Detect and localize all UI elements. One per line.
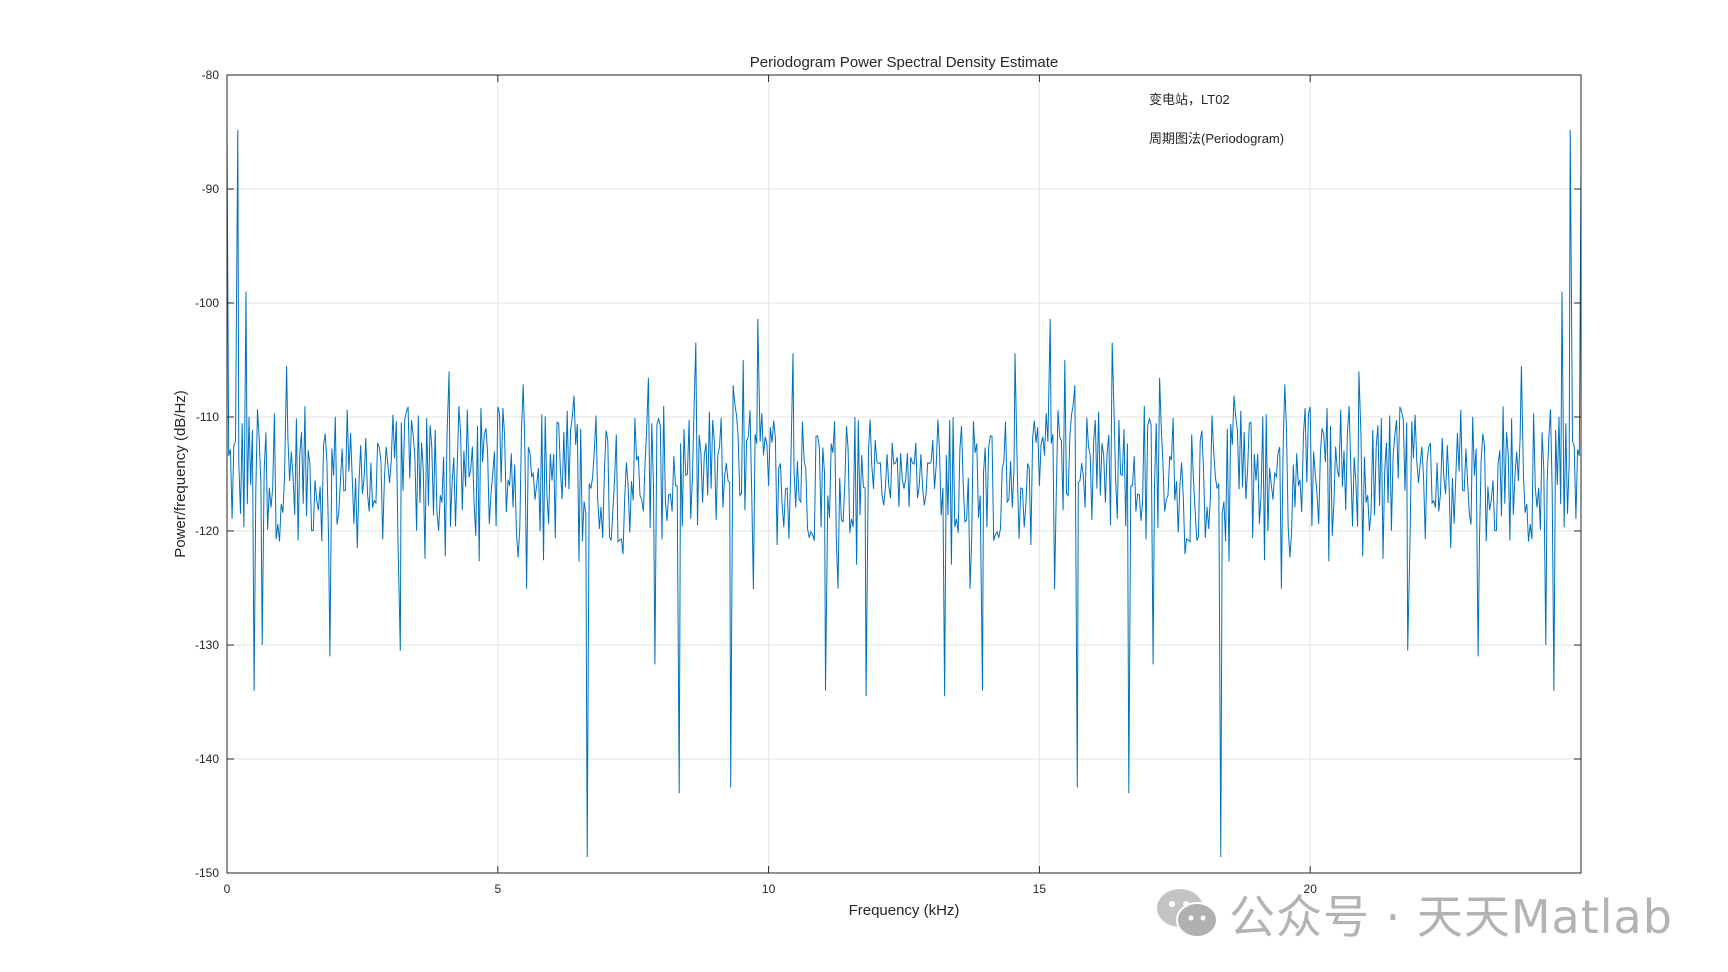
psd-line xyxy=(226,129,1582,858)
watermark-text: 公众号 · 天天Matlab xyxy=(1229,890,1673,944)
y-tick-label: -120 xyxy=(195,524,219,538)
y-tick-label: -150 xyxy=(195,866,219,880)
x-tick-label: 20 xyxy=(1304,882,1318,896)
x-axis-label: Frequency (kHz) xyxy=(849,902,960,919)
y-tick-label: -80 xyxy=(202,68,220,82)
x-tick-label: 15 xyxy=(1033,882,1047,896)
y-axis-label: Power/frequency (dB/Hz) xyxy=(172,390,189,558)
watermark: 公众号 · 天天Matlab xyxy=(1155,884,1673,944)
axis-ticks: 0 5 10 15 20 -150 -140 -130 -120 -110 -100 -90 -80 xyxy=(195,68,1581,896)
y-tick-label: -140 xyxy=(195,752,219,766)
y-tick-label: -90 xyxy=(202,182,220,196)
y-tick-label: -130 xyxy=(195,638,219,652)
x-tick-label: 10 xyxy=(762,882,776,896)
y-tick-label: -100 xyxy=(195,296,219,310)
annotation-station: 变电站，LT02 xyxy=(1149,92,1230,107)
x-tick-label: 0 xyxy=(224,882,231,896)
x-tick-label: 5 xyxy=(494,882,501,896)
axes-box xyxy=(226,74,1582,874)
annotation-method: 周期图法(Periodogram) xyxy=(1149,131,1284,146)
wechat-icon xyxy=(1157,889,1218,938)
psd-series xyxy=(226,129,1582,858)
chart-title: Periodogram Power Spectral Density Estim… xyxy=(750,54,1058,71)
y-tick-label: -110 xyxy=(196,410,219,424)
